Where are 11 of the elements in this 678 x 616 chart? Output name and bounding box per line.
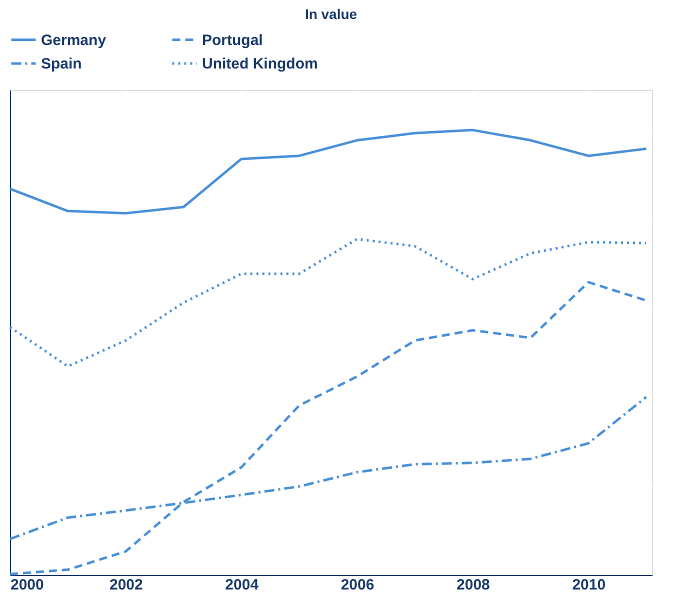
x-tick-label: 2004 xyxy=(225,576,260,594)
x-tick-label: 2006 xyxy=(340,576,374,594)
legend-label: Portugal xyxy=(202,32,263,49)
legend-label: United Kingdom xyxy=(202,56,318,72)
x-tick-label: 2000 xyxy=(10,576,44,594)
chart-title: In value xyxy=(304,6,358,22)
legend-label: Spain xyxy=(41,56,82,72)
x-tick-label: 2002 xyxy=(109,576,143,594)
x-tick-label: 2010 xyxy=(572,576,606,594)
x-tick-label: 2008 xyxy=(456,576,490,594)
legend-label: Germany xyxy=(41,32,107,49)
